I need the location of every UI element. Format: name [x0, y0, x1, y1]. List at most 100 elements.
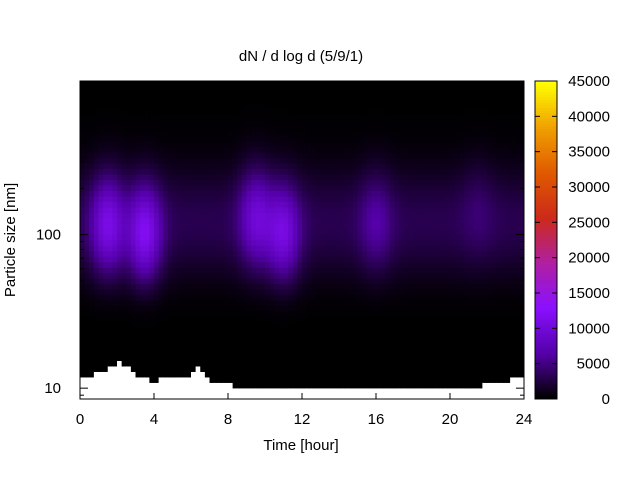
heatmap-cell — [89, 102, 95, 109]
heatmap-cell — [329, 223, 335, 230]
heatmap-cell — [195, 245, 201, 252]
heatmap-cell — [431, 256, 437, 263]
heatmap-cell — [352, 212, 358, 219]
heatmap-cell — [325, 102, 331, 109]
heatmap-cell — [130, 179, 136, 186]
heatmap-cell — [80, 272, 86, 279]
heatmap-cell — [292, 371, 298, 378]
heatmap-cell — [144, 196, 150, 202]
heatmap-cell — [315, 190, 321, 197]
heatmap-cell — [394, 305, 400, 312]
heatmap-cell — [394, 185, 400, 191]
heatmap-cell — [274, 245, 280, 252]
heatmap-cell — [158, 234, 164, 241]
heatmap-cell — [80, 168, 86, 175]
heatmap-cell — [218, 245, 224, 252]
heatmap-cell — [103, 141, 109, 148]
heatmap-cell — [107, 179, 113, 186]
heatmap-cell — [445, 102, 451, 109]
heatmap-cell — [167, 119, 173, 126]
heatmap-cell — [413, 305, 419, 312]
heatmap-cell — [315, 102, 321, 109]
heatmap-cell — [450, 168, 456, 175]
heatmap-cell — [209, 124, 215, 131]
heatmap-cell — [339, 212, 345, 219]
heatmap-cell — [459, 119, 465, 126]
heatmap-cell — [477, 119, 483, 126]
heatmap-cell — [422, 289, 428, 296]
heatmap-cell — [121, 355, 127, 362]
heatmap-cell — [117, 91, 123, 98]
heatmap-cell — [302, 113, 308, 120]
heatmap-cell — [408, 152, 414, 159]
heatmap-cell — [158, 168, 164, 175]
heatmap-cell — [167, 283, 173, 290]
heatmap-cell — [214, 289, 220, 296]
heatmap-cell — [98, 179, 104, 186]
heatmap-cell — [408, 349, 414, 356]
heatmap-cell — [371, 294, 377, 301]
heatmap-cell — [389, 168, 395, 175]
heatmap-cell — [394, 102, 400, 109]
heatmap-cell — [339, 344, 345, 351]
heatmap-cell — [135, 196, 141, 202]
heatmap-cell — [135, 289, 141, 296]
heatmap-cell — [218, 223, 224, 230]
heatmap-cell — [130, 124, 136, 131]
heatmap-cell — [186, 234, 192, 241]
heatmap-cell — [181, 141, 187, 148]
heatmap-cell — [292, 152, 298, 159]
heatmap-cell — [186, 119, 192, 126]
heatmap-cell — [339, 201, 345, 208]
heatmap-cell — [292, 327, 298, 334]
heatmap-cell — [426, 228, 432, 235]
heatmap-cell — [278, 333, 284, 340]
heatmap-cell — [417, 366, 423, 372]
heatmap-cell — [126, 355, 132, 362]
heatmap-cell — [385, 311, 391, 318]
heatmap-cell — [112, 300, 118, 307]
heatmap-cell — [380, 366, 386, 372]
heatmap-cell — [223, 316, 229, 323]
heatmap-cell — [237, 355, 243, 362]
heatmap-cell — [352, 305, 358, 312]
heatmap-cell — [117, 393, 123, 400]
heatmap-cell — [140, 135, 146, 142]
heatmap-cell — [98, 124, 104, 131]
heatmap-cell — [292, 179, 298, 186]
heatmap-cell — [107, 289, 113, 296]
heatmap-cell — [376, 272, 382, 279]
heatmap-cell — [431, 152, 437, 159]
heatmap-cell — [459, 201, 465, 208]
heatmap-cell — [320, 382, 326, 389]
heatmap-cell — [154, 245, 160, 252]
heatmap-cell — [297, 212, 303, 219]
heatmap-cell — [352, 163, 358, 170]
heatmap-cell — [200, 152, 206, 159]
heatmap-cell — [154, 360, 160, 367]
heatmap-cell — [348, 316, 354, 323]
heatmap-cell — [237, 234, 243, 241]
heatmap-cell — [283, 272, 289, 279]
heatmap-cell — [306, 267, 312, 274]
heatmap-cell — [130, 102, 136, 109]
heatmap-cell — [228, 135, 234, 142]
heatmap-cell — [440, 239, 446, 246]
heatmap-cell — [214, 344, 220, 351]
heatmap-cell — [292, 201, 298, 208]
heatmap-cell — [98, 256, 104, 263]
heatmap-cell — [200, 300, 206, 307]
heatmap-cell — [191, 267, 197, 274]
heatmap-cell — [339, 239, 345, 246]
heatmap-cell — [80, 289, 86, 296]
heatmap-cell — [117, 245, 123, 252]
heatmap-cell — [149, 250, 155, 257]
heatmap-cell — [223, 141, 229, 148]
heatmap-cell — [306, 201, 312, 208]
heatmap-cell — [80, 179, 86, 186]
heatmap-cell — [112, 278, 118, 285]
heatmap-cell — [371, 371, 377, 378]
heatmap-cell — [487, 130, 493, 137]
heatmap-cell — [366, 278, 372, 285]
heatmap-cell — [135, 305, 141, 312]
